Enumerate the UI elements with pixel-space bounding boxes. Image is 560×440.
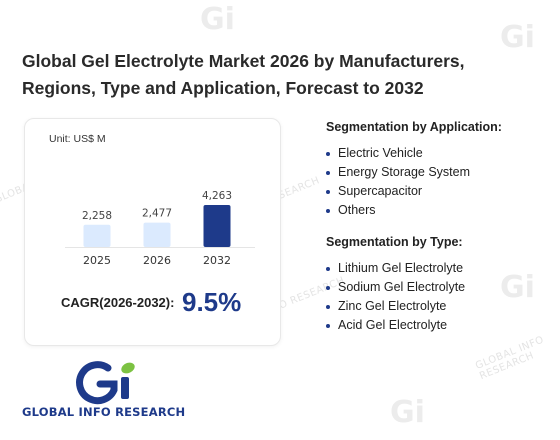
list-item: Zinc Gel Electrolyte [326, 297, 551, 316]
list-item: Electric Vehicle [326, 144, 551, 163]
title-line-2: Regions, Type and Application, Forecast … [22, 78, 424, 98]
bar-chart: 2,258 2025 2,477 2026 4,263 2032 [65, 190, 255, 267]
chart-unit-label: Unit: US$ M [49, 133, 106, 145]
watermark-logo: Gi [200, 2, 235, 37]
bar-2026 [143, 222, 171, 247]
list-item: Sodium Gel Electrolyte [326, 278, 551, 297]
bar-2032 [203, 205, 231, 247]
list-item: Supercapacitor [326, 182, 551, 201]
cagr-label: CAGR(2026-2032): [61, 295, 175, 310]
bar-2025 [83, 224, 111, 247]
bar-value-label: 2,258 [82, 210, 112, 222]
page-title: Global Gel Electrolyte Market 2026 by Ma… [22, 48, 542, 102]
segmentation-type-list: Lithium Gel Electrolyte Sodium Gel Elect… [326, 259, 551, 335]
title-line-1: Global Gel Electrolyte Market 2026 by Ma… [22, 51, 465, 71]
company-logo: GLOBAL INFO RESEARCH [22, 360, 192, 424]
watermark-text: GLOBAL INFO RESEARCH [473, 334, 546, 383]
segmentation-application-list: Electric Vehicle Energy Storage System S… [326, 144, 551, 220]
list-item: Lithium Gel Electrolyte [326, 259, 551, 278]
x-tick-label: 2032 [203, 254, 231, 267]
x-tick-label: 2025 [83, 254, 111, 267]
list-item: Energy Storage System [326, 163, 551, 182]
cagr-value: 9.5% [182, 287, 242, 317]
segmentation-type-heading: Segmentation by Type: [326, 235, 463, 249]
bar-value-label: 2,477 [142, 208, 172, 220]
bar-value-label: 4,263 [202, 190, 232, 202]
segmentation-application: Segmentation by Application: Electric Ve… [326, 120, 551, 220]
x-tick-label: 2026 [143, 254, 171, 267]
segmentation-type: Segmentation by Type: Lithium Gel Electr… [326, 235, 551, 335]
watermark-logo: Gi [390, 395, 425, 430]
market-chart-card: Unit: US$ M 2,258 2025 2,477 2026 4,263 2032 … [24, 118, 281, 346]
segmentation-application-heading: Segmentation by Application: [326, 120, 502, 134]
gi-logo-icon [76, 361, 135, 405]
logo-wordmark: GLOBAL INFO RESEARCH [22, 405, 186, 419]
list-item: Acid Gel Electrolyte [326, 316, 551, 335]
list-item: Others [326, 201, 551, 220]
